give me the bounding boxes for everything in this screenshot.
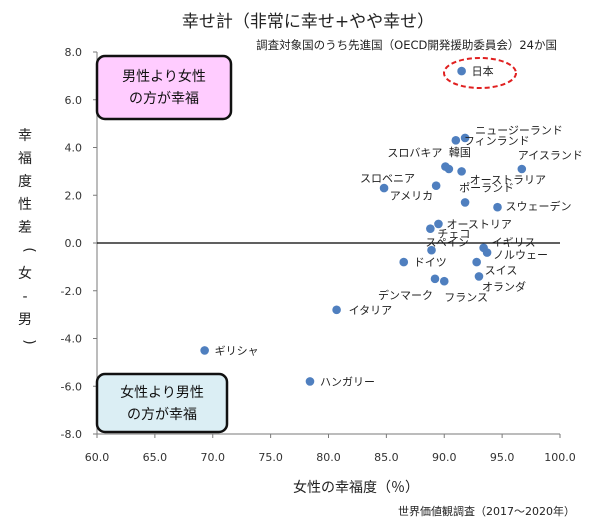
point-label: アイスランド xyxy=(518,149,583,162)
y-axis-label-char: 男 xyxy=(18,312,32,328)
y-axis-label-char: ) xyxy=(21,339,37,344)
data-point xyxy=(430,274,440,284)
y-tick-label: -4.0 xyxy=(61,333,82,346)
x-tick-label: 100.0 xyxy=(544,451,576,464)
y-tick-label: -6.0 xyxy=(61,380,82,393)
data-point xyxy=(460,198,470,207)
point-label: スイス xyxy=(485,264,518,277)
point-label: ドイツ xyxy=(414,256,447,269)
data-point xyxy=(399,257,409,267)
japan-highlight-ring xyxy=(443,57,517,89)
point-label: ギリシャ xyxy=(215,344,259,357)
point-label: 日本 xyxy=(472,64,494,78)
y-axis-label-char: 度 xyxy=(18,174,32,190)
point-label: スウェーデン xyxy=(505,199,571,213)
point-label: チェコ xyxy=(437,228,470,241)
point-label: フィンランド xyxy=(464,134,530,147)
data-point xyxy=(460,133,470,143)
annotation-upper-line-2: の方が幸福 xyxy=(129,91,199,107)
y-tick-label: 0.0 xyxy=(65,237,83,250)
data-point xyxy=(517,164,527,174)
annotation-box-upper: 男性より女性 の方が幸福 xyxy=(95,54,233,121)
y-tick-label: 2.0 xyxy=(65,189,83,202)
x-axis-label: 女性の幸福度（％） xyxy=(293,479,419,496)
point-label: ニュージーランド xyxy=(475,124,563,137)
data-point xyxy=(426,224,435,233)
y-axis-label-char: 性 xyxy=(18,197,32,213)
data-point xyxy=(427,245,436,255)
data-point xyxy=(457,167,466,176)
y-axis-label-char: 福 xyxy=(18,151,32,167)
y-tick-label: 6.0 xyxy=(65,94,83,107)
data-point xyxy=(305,377,315,386)
annotation-upper-line-1: 男性より女性 xyxy=(122,68,206,85)
data-point xyxy=(444,164,454,174)
annotation-box-lower-frame xyxy=(95,372,229,434)
data-point xyxy=(482,248,492,257)
y-tick-label: 4.0 xyxy=(65,142,83,155)
y-axis-label-char: ( xyxy=(21,247,37,252)
data-point xyxy=(332,305,341,315)
point-label: オーストリア xyxy=(446,218,511,231)
x-tick-label: 95.0 xyxy=(490,451,515,464)
x-tick-label: 60.0 xyxy=(85,451,110,464)
annotation-box-upper-frame xyxy=(95,54,233,121)
x-tick-label: 90.0 xyxy=(432,451,457,464)
x-tick-label: 85.0 xyxy=(374,451,399,464)
point-label: フランス xyxy=(444,291,488,304)
x-tick-label: 75.0 xyxy=(258,451,283,464)
chart-subtitle: 調査対象国のうち先進国（OECD開発援助委員会）24か国 xyxy=(256,38,557,52)
source-note: 世界価値観調査（2017～2020年） xyxy=(398,504,575,518)
data-point xyxy=(457,66,466,76)
y-tick-label: -2.0 xyxy=(61,285,82,298)
point-label: イギリス xyxy=(492,236,536,249)
point-label: アメリカ xyxy=(390,190,433,203)
point-label: スペイン xyxy=(426,236,469,249)
chart-title: 幸せ計（非常に幸せ+やや幸せ） xyxy=(182,12,434,32)
point-label: ノルウェー xyxy=(493,249,548,262)
data-point xyxy=(431,181,441,190)
data-point xyxy=(493,202,502,212)
y-axis-label-char: 女 xyxy=(18,265,32,282)
point-label: イタリア xyxy=(349,304,393,317)
axis-ticks: 60.0 65.0 70.0 75.0 80.0 85.0 90.0 95.0 100.0 8.0… xyxy=(61,46,576,464)
point-label: オランダ xyxy=(482,279,526,293)
point-label: 韓国 xyxy=(449,146,471,159)
data-point xyxy=(472,257,481,267)
data-point xyxy=(451,136,461,145)
point-label: ハンガリー xyxy=(320,375,375,388)
y-tick-label: 8.0 xyxy=(65,46,83,59)
annotation-lower-line-1: 女性より男性 xyxy=(120,384,204,401)
point-label: スロベニア xyxy=(360,172,415,185)
y-axis-label-char: - xyxy=(22,289,27,305)
y-axis-label-char: 差 xyxy=(18,220,32,236)
data-point xyxy=(474,272,484,281)
point-label: オーストラリア xyxy=(470,173,546,186)
point-label: スロバキア xyxy=(387,147,442,160)
x-tick-label: 65.0 xyxy=(143,451,168,464)
y-tick-label: -8.0 xyxy=(61,428,82,441)
y-axis-label-char: 幸 xyxy=(18,128,32,144)
data-point xyxy=(439,276,449,286)
point-label: ポーランド xyxy=(459,181,514,194)
annotation-lower-line-2: の方が幸福 xyxy=(127,407,197,423)
x-tick-label: 70.0 xyxy=(201,451,226,464)
data-point xyxy=(434,219,443,229)
x-tick-label: 80.0 xyxy=(316,451,341,464)
data-point xyxy=(200,346,209,355)
annotation-box-lower: 女性より男性 の方が幸福 xyxy=(95,372,229,434)
point-label: デンマーク xyxy=(378,288,433,302)
data-point xyxy=(379,183,389,193)
